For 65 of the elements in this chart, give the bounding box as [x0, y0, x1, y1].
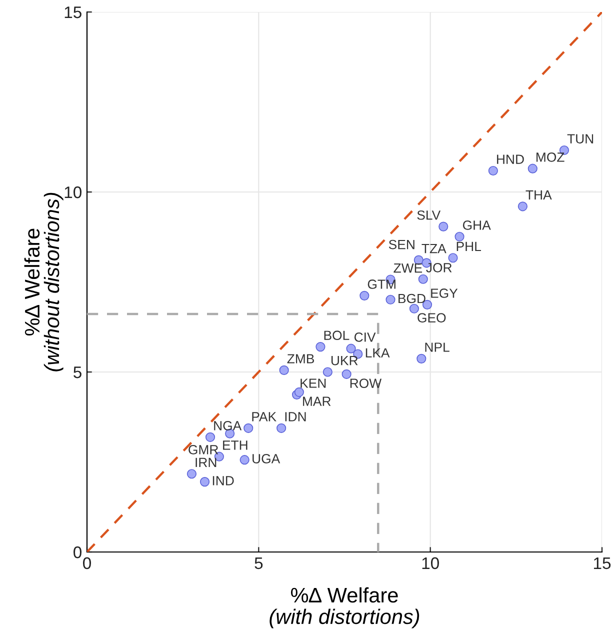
- y-axis-title: %∆ Welfare (without distortions): [24, 192, 64, 372]
- point: [322, 367, 332, 377]
- annotation: PHL: [456, 242, 481, 251]
- point: [518, 202, 528, 212]
- annotation: IDN: [285, 412, 306, 422]
- annotation: HND: [497, 154, 524, 164]
- point: [448, 253, 458, 263]
- point: [528, 164, 538, 174]
- annotation: ZMB: [287, 354, 314, 364]
- point: [346, 344, 356, 354]
- annotation: TZA: [422, 244, 446, 254]
- point: [279, 365, 289, 375]
- x-tick-label: 15: [594, 557, 611, 570]
- annotation: MOZ: [536, 152, 564, 162]
- y-tick-label: 5: [74, 366, 82, 378]
- annotation: GMR: [188, 445, 218, 454]
- annotation: EGY: [431, 288, 458, 298]
- annotation: NPL: [425, 342, 450, 352]
- annotation: GTM: [368, 280, 396, 289]
- point: [360, 290, 370, 300]
- annotation: JOR: [426, 263, 452, 272]
- x-axis-title: %∆ Welfare (with distortions): [270, 587, 420, 628]
- annotation: UKR: [331, 356, 358, 366]
- point: [240, 455, 250, 465]
- point: [416, 354, 426, 364]
- annotation: BGD: [398, 294, 426, 304]
- annotation: BOL: [324, 330, 350, 340]
- annotation: IRN: [196, 458, 216, 467]
- annotation: PAK: [252, 412, 276, 422]
- point: [294, 387, 304, 397]
- annotation: MAR: [303, 396, 331, 406]
- annotation: LKA: [366, 348, 390, 358]
- annotation: IND: [212, 476, 234, 486]
- y-tick-label: 15: [64, 6, 82, 18]
- point: [438, 222, 448, 232]
- annotation: TUN: [567, 134, 594, 144]
- annotation: KEN: [300, 378, 326, 388]
- x-tick-label: 5: [254, 557, 263, 570]
- annotation: UGA: [252, 454, 280, 464]
- point: [316, 342, 326, 352]
- point: [488, 166, 498, 176]
- point: [186, 469, 197, 479]
- point: [342, 369, 352, 379]
- annotation: SEN: [388, 240, 414, 250]
- point: [454, 232, 464, 242]
- point: [409, 304, 419, 314]
- point: [244, 423, 254, 433]
- point: [200, 477, 210, 487]
- annotation: CIV: [354, 332, 376, 342]
- annotation: ZWE: [394, 264, 422, 273]
- annotation: GHA: [462, 220, 491, 230]
- x-tick-label: 10: [422, 557, 439, 570]
- annotation: ETH: [223, 440, 248, 450]
- point: [418, 274, 428, 284]
- x-tick-label: 0: [83, 557, 91, 570]
- annotation: THA: [526, 190, 552, 200]
- point: [276, 423, 286, 433]
- annotation: GEO: [418, 313, 446, 322]
- y-tick-label: 10: [64, 186, 82, 198]
- annotation: ROW: [350, 378, 382, 388]
- point: [205, 432, 216, 442]
- y-tick-label: 0: [74, 546, 82, 558]
- point: [386, 294, 396, 304]
- annotation: SLV: [417, 210, 441, 220]
- annotation: NGA: [214, 421, 242, 430]
